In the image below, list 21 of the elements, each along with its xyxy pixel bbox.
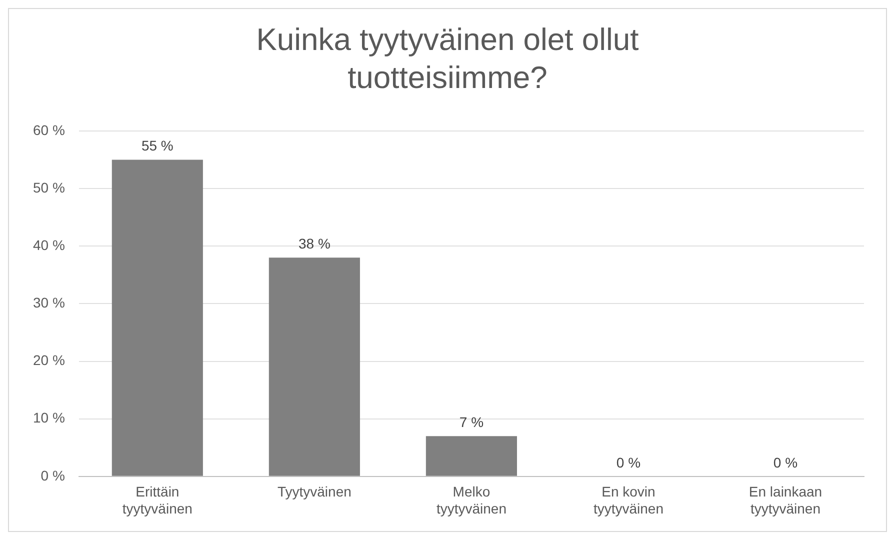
bar (426, 436, 517, 476)
y-tick-label: 60 % (32, 122, 65, 138)
y-tick-label: 0 % (40, 467, 65, 484)
data-label: 0 % (616, 454, 641, 470)
data-label: 0 % (773, 454, 798, 470)
data-label: 55 % (141, 138, 174, 154)
x-tick-label: Melko tyytyväinen (436, 484, 506, 516)
y-tick-label: 30 % (32, 294, 65, 311)
bar (112, 160, 203, 476)
y-tick-label: 10 % (32, 410, 65, 426)
x-tick-label: En lainkaan tyytyväinen (748, 484, 822, 516)
bar (268, 258, 360, 476)
y-tick-label: 20 % (32, 352, 65, 368)
x-tick-label: Tyytyväinen (277, 484, 352, 500)
y-tick-label: 40 % (32, 236, 65, 253)
chart-title: Kuinka tyytyväinen olet ollut tuotteisiimme? (255, 21, 640, 97)
data-label: 7 % (459, 414, 484, 430)
x-tick-label: En kovin tyytyväinen (593, 484, 664, 516)
data-label: 38 % (298, 236, 330, 252)
y-tick-label: 50 % (32, 179, 65, 196)
x-tick-label: Erittäin tyytyväinen (122, 484, 192, 516)
